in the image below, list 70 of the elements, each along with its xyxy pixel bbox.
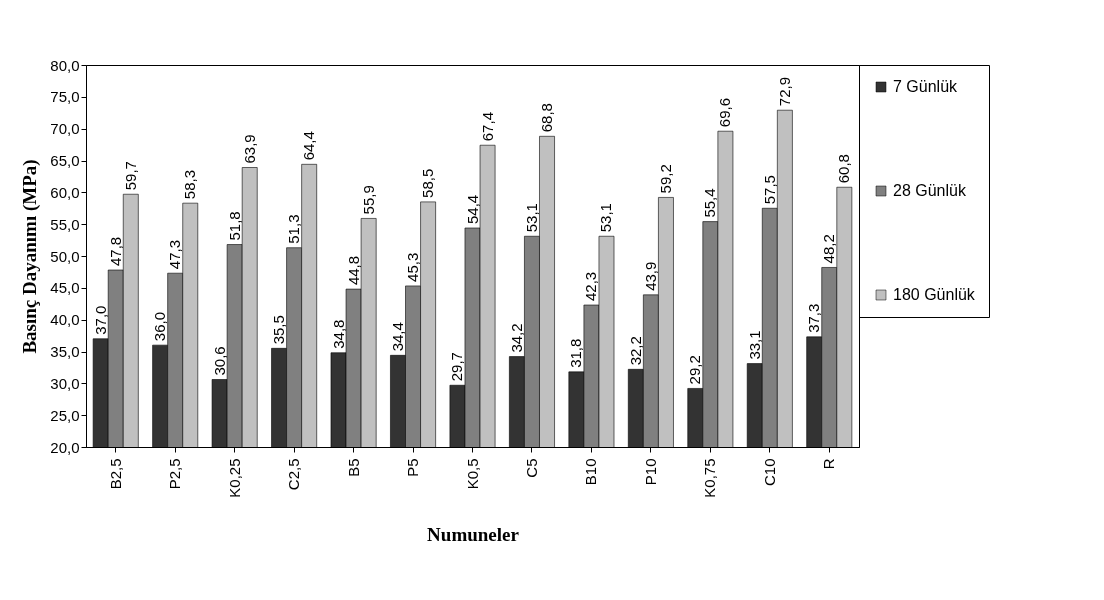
data-label: 36,0 — [151, 311, 169, 342]
data-label: 59,2 — [656, 164, 674, 194]
x-tick-label: B2,5 — [106, 458, 124, 490]
y-tick-label: 40,0 — [50, 311, 80, 329]
data-label: 47,8 — [106, 236, 124, 267]
y-tick-label: 65,0 — [50, 152, 80, 169]
y-tick-label: 80,0 — [50, 56, 80, 74]
legend-label: 28 Günlük — [893, 182, 967, 199]
data-label: 69,6 — [716, 98, 734, 128]
y-tick-label: 25,0 — [50, 406, 80, 424]
x-tick-label: K0,25 — [225, 458, 243, 498]
x-tick-label: P5 — [404, 458, 422, 477]
legend-label: 180 Günlük — [893, 286, 976, 303]
x-axis-title: Numuneler — [427, 523, 520, 545]
data-label: 55,4 — [701, 188, 719, 218]
data-label: 67,4 — [478, 112, 496, 142]
data-label: 37,3 — [805, 303, 823, 333]
data-label: 33,1 — [745, 330, 763, 360]
x-tick-label: B5 — [344, 458, 362, 477]
x-tick-label: C5 — [522, 458, 540, 478]
data-label: 42,3 — [582, 271, 600, 302]
data-label: 31,8 — [567, 338, 585, 368]
data-label: 68,8 — [538, 103, 556, 133]
x-tick-label: P10 — [641, 458, 659, 486]
data-label: 34,4 — [388, 322, 406, 352]
data-label: 30,6 — [210, 346, 228, 376]
data-label: 72,9 — [775, 77, 793, 107]
data-label: 58,5 — [419, 168, 437, 198]
x-tick-label: C2,5 — [285, 458, 303, 491]
data-label: 48,2 — [820, 234, 838, 264]
y-tick-label: 60,0 — [50, 183, 80, 201]
data-label: 29,2 — [686, 355, 704, 385]
x-tick-label: R — [820, 458, 838, 470]
data-label: 51,8 — [225, 211, 243, 241]
y-tick-label: 30,0 — [50, 374, 80, 392]
y-tick-label: 50,0 — [50, 247, 80, 265]
data-label: 35,5 — [270, 315, 288, 345]
legend-label: 7 Günlük — [893, 78, 959, 95]
x-tick-label: K0,75 — [701, 458, 719, 498]
data-label: 47,3 — [166, 239, 184, 270]
data-label: 53,1 — [522, 203, 540, 233]
data-label: 59,7 — [121, 161, 139, 191]
y-tick-label: 75,0 — [50, 88, 80, 106]
data-label: 53,1 — [597, 203, 615, 233]
data-label: 55,9 — [359, 185, 377, 215]
data-label: 60,8 — [835, 154, 853, 184]
y-axis-title: Basınç Dayanımı (MPa) — [19, 159, 42, 354]
x-tick-label: K0,5 — [463, 458, 481, 490]
y-tick-label: 35,0 — [50, 343, 80, 360]
data-label: 54,4 — [463, 194, 481, 224]
data-label: 37,0 — [91, 305, 109, 335]
data-label: 57,5 — [760, 175, 778, 205]
data-label: 32,2 — [626, 336, 644, 366]
y-tick-label: 45,0 — [50, 279, 80, 297]
x-tick-label: C10 — [760, 458, 778, 487]
y-tick-label: 55,0 — [50, 215, 80, 233]
data-label: 63,9 — [240, 134, 258, 164]
data-label: 34,2 — [507, 323, 525, 353]
x-tick-label: B10 — [582, 458, 600, 486]
data-label: 64,4 — [300, 131, 318, 161]
data-label: 29,7 — [448, 352, 466, 382]
data-label: 34,8 — [329, 319, 347, 349]
data-label: 43,9 — [641, 261, 659, 291]
x-tick-label: P2,5 — [166, 458, 184, 490]
y-tick-label: 70,0 — [50, 120, 80, 138]
data-label: 58,3 — [181, 169, 199, 200]
y-tick-label: 20,0 — [50, 438, 80, 456]
data-label: 44,8 — [344, 255, 362, 286]
data-label: 51,3 — [285, 214, 303, 244]
data-label: 45,3 — [404, 252, 422, 282]
